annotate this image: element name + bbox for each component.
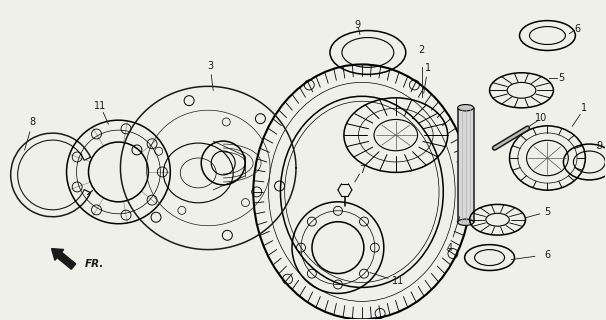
Text: 6: 6 [544, 250, 550, 260]
Text: 6: 6 [574, 24, 581, 34]
Text: 1: 1 [425, 63, 431, 73]
Ellipse shape [458, 219, 474, 225]
FancyArrow shape [52, 249, 76, 269]
Text: FR.: FR. [84, 259, 104, 268]
Text: 5: 5 [544, 207, 551, 217]
Text: 11: 11 [391, 276, 404, 286]
Text: 5: 5 [558, 73, 565, 83]
Text: 8: 8 [30, 117, 36, 127]
Text: 10: 10 [535, 113, 548, 123]
Text: 9: 9 [355, 20, 361, 29]
Text: 4: 4 [447, 243, 453, 252]
Bar [458, 108, 474, 222]
Text: 2: 2 [419, 45, 425, 55]
Text: 11: 11 [95, 101, 107, 111]
Text: 3: 3 [207, 61, 213, 71]
Ellipse shape [458, 105, 474, 111]
Text: 9: 9 [596, 141, 602, 151]
Text: 1: 1 [581, 103, 587, 113]
Text: 7: 7 [359, 165, 365, 175]
